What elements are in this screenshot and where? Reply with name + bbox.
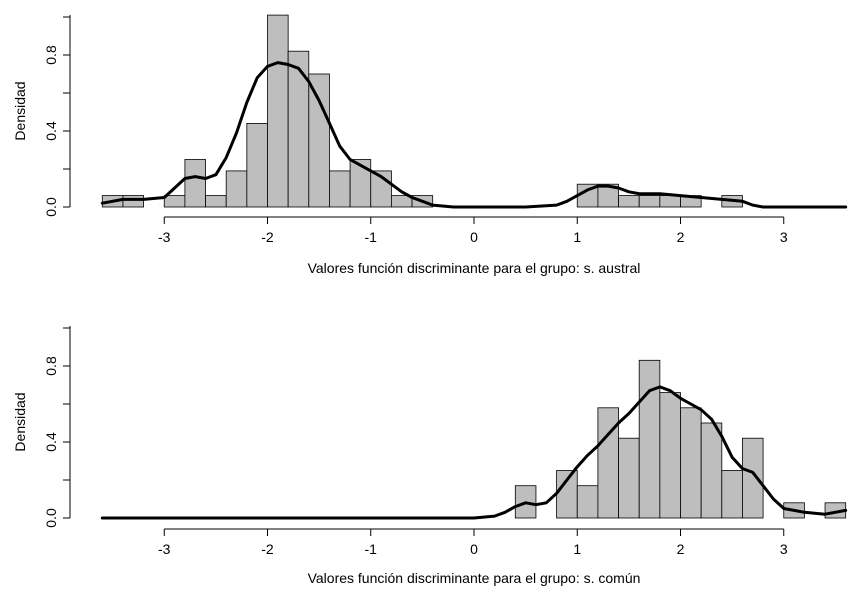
histogram-bar: [680, 407, 702, 519]
x-axis-title: Valores función discriminante para el gr…: [308, 260, 641, 276]
y-tick-label: 0.0: [43, 197, 59, 217]
histogram-bar: [267, 14, 289, 208]
histogram-bar: [659, 195, 681, 208]
x-tick-label: -2: [261, 541, 274, 557]
histogram-bar: [721, 470, 743, 519]
histogram-bar: [308, 73, 330, 208]
x-tick-label: 2: [677, 229, 685, 245]
histogram-bar: [742, 437, 764, 519]
y-axis-title: Densidad: [12, 81, 28, 140]
x-tick-label: 0: [470, 541, 478, 557]
chart-panel-1: -3 -2 -1 0 1 2 3 Valores función discriminante …: [12, 14, 848, 276]
histogram-bar: [638, 359, 661, 519]
histogram-bar: [638, 195, 661, 208]
chart-panel-2: -3 -2 -1 0 1 2 3 Valores función discriminante …: [12, 326, 848, 586]
y-tick-label: 0.0: [43, 508, 59, 528]
x-tick-label: 2: [677, 541, 685, 557]
y-tick-label: 0.8: [43, 356, 59, 376]
x-tick-label: -1: [365, 229, 378, 245]
x-tick-label: 0: [470, 229, 478, 245]
y-axis-title: Densidad: [12, 392, 28, 451]
y-tick-label: 0.4: [43, 432, 59, 452]
x-tick-label: -2: [261, 229, 274, 245]
x-tick-label: -3: [158, 541, 171, 557]
x-axis-title: Valores función discriminante para el gr…: [308, 570, 641, 586]
x-tick-label: -3: [158, 229, 171, 245]
x-tick-label: 3: [780, 229, 788, 245]
density-curve: [100, 385, 848, 520]
histogram-bar: [329, 170, 351, 208]
histogram-bar: [205, 195, 227, 208]
x-tick-label: 3: [780, 541, 788, 557]
histogram-bar: [618, 195, 640, 208]
histogram-bar: [225, 170, 248, 208]
histogram-bar: [576, 485, 599, 519]
histogram-bar: [287, 50, 310, 208]
density-curve: [100, 61, 848, 209]
y-tick-label: 0.4: [43, 121, 59, 141]
x-tick-label: -1: [365, 541, 378, 557]
x-tick-label: 1: [573, 229, 581, 245]
histogram-bar: [618, 437, 640, 519]
x-tick-label: 1: [573, 541, 581, 557]
y-tick-label: 0.8: [43, 45, 59, 65]
histogram-bar: [700, 422, 723, 519]
histogram-bar: [659, 392, 681, 519]
histogram-bar: [184, 159, 206, 208]
histogram-bar: [246, 123, 268, 208]
histogram-bar: [163, 195, 186, 208]
histogram-bar: [122, 195, 144, 208]
